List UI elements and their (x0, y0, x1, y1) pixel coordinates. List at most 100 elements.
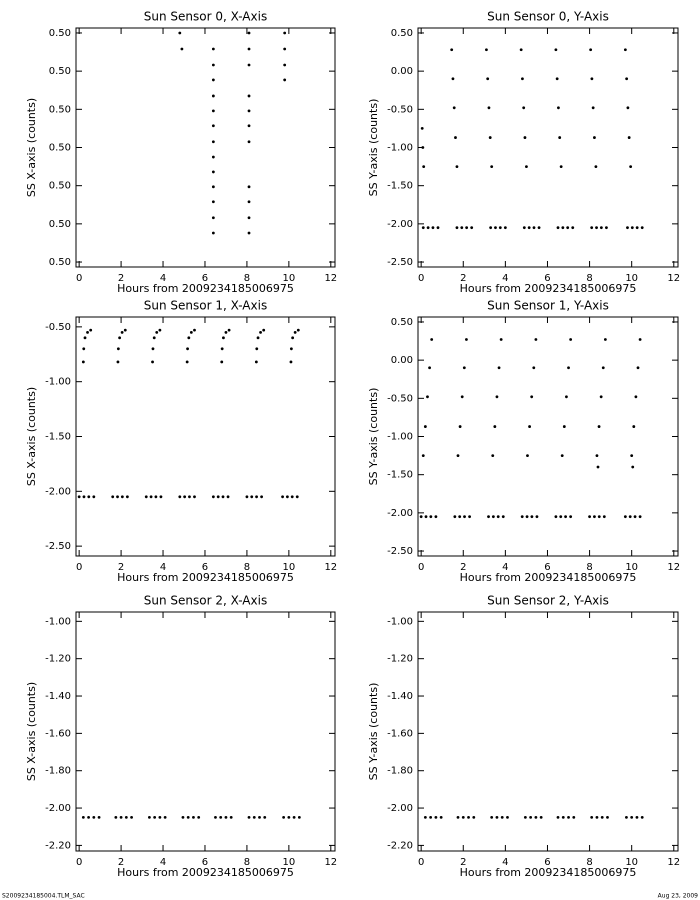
data-point (247, 94, 251, 98)
data-point (520, 515, 524, 519)
data-point (295, 495, 299, 499)
x-tick-label: 10 (282, 562, 295, 573)
data-point (423, 815, 427, 819)
data-point (262, 328, 266, 332)
data-point (186, 815, 190, 819)
x-tick-label: 12 (324, 273, 337, 284)
data-point (597, 425, 601, 428)
y-tick-label: 0.50 (391, 28, 413, 39)
data-point (454, 136, 457, 139)
data-point (528, 425, 531, 428)
data-point (523, 815, 527, 819)
x-tick-label: 4 (160, 562, 166, 573)
data-point (628, 515, 632, 519)
data-point (638, 515, 642, 519)
data-point (635, 226, 639, 230)
data-point (120, 330, 124, 334)
x-tick-label: 2 (460, 562, 466, 573)
data-point (590, 815, 594, 819)
data-point (211, 47, 215, 51)
data-point (519, 48, 523, 52)
y-tick-label: 0.50 (49, 219, 71, 230)
data-point (186, 347, 189, 351)
y-axis-label: SS Y-axis (counts) (367, 388, 380, 486)
x-tick-label: 6 (544, 273, 550, 284)
plot-frame (417, 611, 679, 852)
data-point (148, 815, 151, 819)
x-tick-label: 4 (502, 857, 508, 868)
data-point (224, 330, 228, 334)
data-point (178, 31, 182, 35)
data-point (470, 226, 474, 230)
data-point (426, 226, 430, 230)
y-axis-label: SS X-axis (counts) (25, 682, 38, 781)
data-point (83, 336, 87, 340)
data-point (193, 495, 196, 499)
data-point (590, 77, 594, 81)
data-point (530, 515, 534, 519)
data-point (571, 226, 575, 230)
data-point (426, 395, 429, 399)
data-point (633, 515, 637, 519)
data-point (462, 366, 466, 370)
data-point (522, 226, 526, 230)
data-point (149, 495, 153, 499)
panel: Sun Sensor 0, X-Axis Hours from 200923418… (25, 10, 337, 296)
data-point (561, 226, 565, 230)
data-point (428, 366, 431, 370)
data-point (631, 465, 635, 469)
data-point (97, 815, 101, 819)
y-tick-label: -2.50 (387, 546, 413, 557)
data-point (211, 231, 215, 235)
y-tick-label: 0.50 (49, 257, 71, 268)
x-tick-label: 2 (460, 273, 466, 284)
y-tick-label: -1.60 (387, 728, 413, 739)
data-point (456, 454, 460, 457)
data-point (496, 515, 500, 519)
data-point (495, 815, 499, 819)
data-point (153, 815, 157, 819)
data-point (629, 165, 633, 168)
data-point (283, 31, 287, 35)
data-point (521, 77, 524, 81)
data-point (490, 165, 494, 168)
y-tick-label: -1.00 (45, 616, 71, 627)
y-tick-label: -1.40 (387, 691, 413, 702)
y-tick-label: -2.00 (45, 486, 71, 497)
x-axis-label: Hours from 2009234185006975 (117, 866, 294, 879)
data-point (635, 815, 639, 819)
data-point (263, 815, 267, 819)
x-tick-label: 0 (76, 857, 82, 868)
data-point (211, 63, 215, 67)
data-point (293, 330, 297, 334)
x-tick-label: 8 (244, 562, 250, 573)
data-point (630, 226, 634, 230)
data-point (181, 815, 185, 819)
data-point (487, 515, 490, 519)
data-point (155, 330, 159, 334)
y-tick-label: -1.50 (387, 470, 413, 481)
data-point (525, 515, 529, 519)
data-point (556, 226, 560, 230)
data-point (296, 328, 300, 332)
data-point (82, 347, 86, 351)
data-point (458, 515, 462, 519)
x-tick-label: 2 (118, 857, 124, 868)
data-point (227, 328, 231, 332)
data-point (556, 815, 560, 819)
data-point (465, 338, 468, 341)
x-tick-label: 8 (244, 857, 250, 868)
y-tick-label: -1.00 (387, 432, 413, 443)
data-point (187, 336, 191, 340)
plot-frame (417, 27, 679, 268)
data-point (87, 495, 91, 499)
data-point (468, 515, 471, 519)
data-point (254, 360, 258, 364)
y-tick-label: -1.20 (45, 654, 71, 665)
data-point (532, 366, 536, 370)
data-point (247, 216, 251, 220)
data-point (593, 515, 596, 519)
x-tick-label: 10 (625, 562, 638, 573)
data-point (224, 815, 228, 819)
x-axis-label: Hours from 2009234185006975 (117, 571, 294, 584)
